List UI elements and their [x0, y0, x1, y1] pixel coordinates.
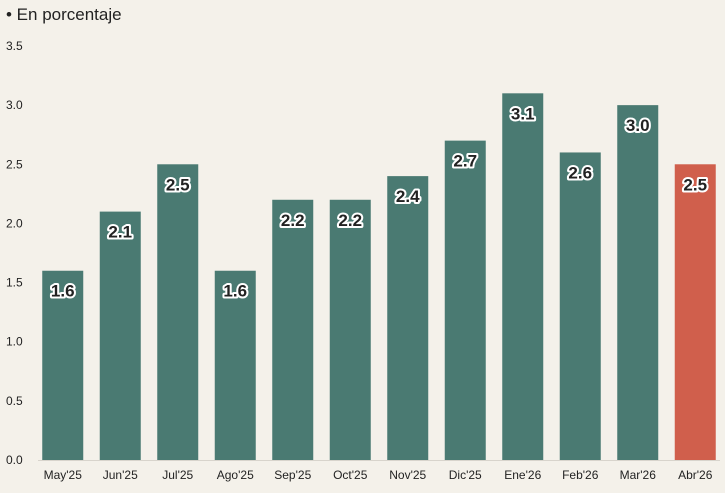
x-tick-label: Jun'25: [103, 468, 138, 482]
y-tick-label: 1.0: [6, 335, 23, 349]
data-label: 2.7: [453, 152, 477, 171]
data-label: 2.5: [683, 175, 707, 194]
bar: [617, 105, 659, 461]
data-label: 2.2: [338, 211, 362, 230]
x-tick-label: Ago'25: [217, 468, 254, 482]
y-tick-label: 0.5: [6, 394, 23, 408]
x-tick-label: May'25: [44, 468, 83, 482]
y-tick-label: 3.0: [6, 98, 23, 112]
data-label: 2.6: [568, 163, 592, 182]
bar: [329, 199, 371, 460]
x-tick-label: Oct'25: [333, 468, 368, 482]
data-label: 1.6: [51, 282, 75, 301]
y-tick-label: 3.5: [6, 39, 23, 53]
x-tick-label: Jul'25: [162, 468, 193, 482]
x-tick-label: Mar'26: [620, 468, 657, 482]
x-tick-label: Dic'25: [449, 468, 482, 482]
unit-subtitle: • En porcentaje: [6, 5, 122, 24]
data-label: 3.1: [511, 104, 535, 123]
bar: [157, 164, 199, 461]
bar: [272, 199, 314, 460]
data-label: 2.2: [281, 211, 305, 230]
bar: [99, 211, 141, 460]
data-label: 3.0: [626, 116, 650, 135]
x-tick-label: Abr'26: [678, 468, 713, 482]
bar: [674, 164, 716, 461]
x-tick-label: Ene'26: [504, 468, 541, 482]
data-label: 2.5: [166, 175, 190, 194]
y-tick-label: 2.0: [6, 216, 23, 230]
data-label: 2.4: [396, 187, 420, 206]
y-tick-label: 0.0: [6, 453, 23, 467]
bar: [559, 152, 601, 460]
data-label: 1.6: [223, 282, 247, 301]
y-tick-label: 1.5: [6, 276, 23, 290]
x-tick-label: Sep'25: [274, 468, 311, 482]
y-tick-label: 2.5: [6, 157, 23, 171]
bar: [502, 93, 544, 461]
bar: [444, 140, 486, 460]
bar: [387, 176, 429, 460]
bar: [214, 270, 256, 460]
x-tick-label: Feb'26: [562, 468, 599, 482]
bar: [42, 270, 84, 460]
x-tick-label: Nov'25: [389, 468, 426, 482]
data-label: 2.1: [108, 223, 132, 242]
